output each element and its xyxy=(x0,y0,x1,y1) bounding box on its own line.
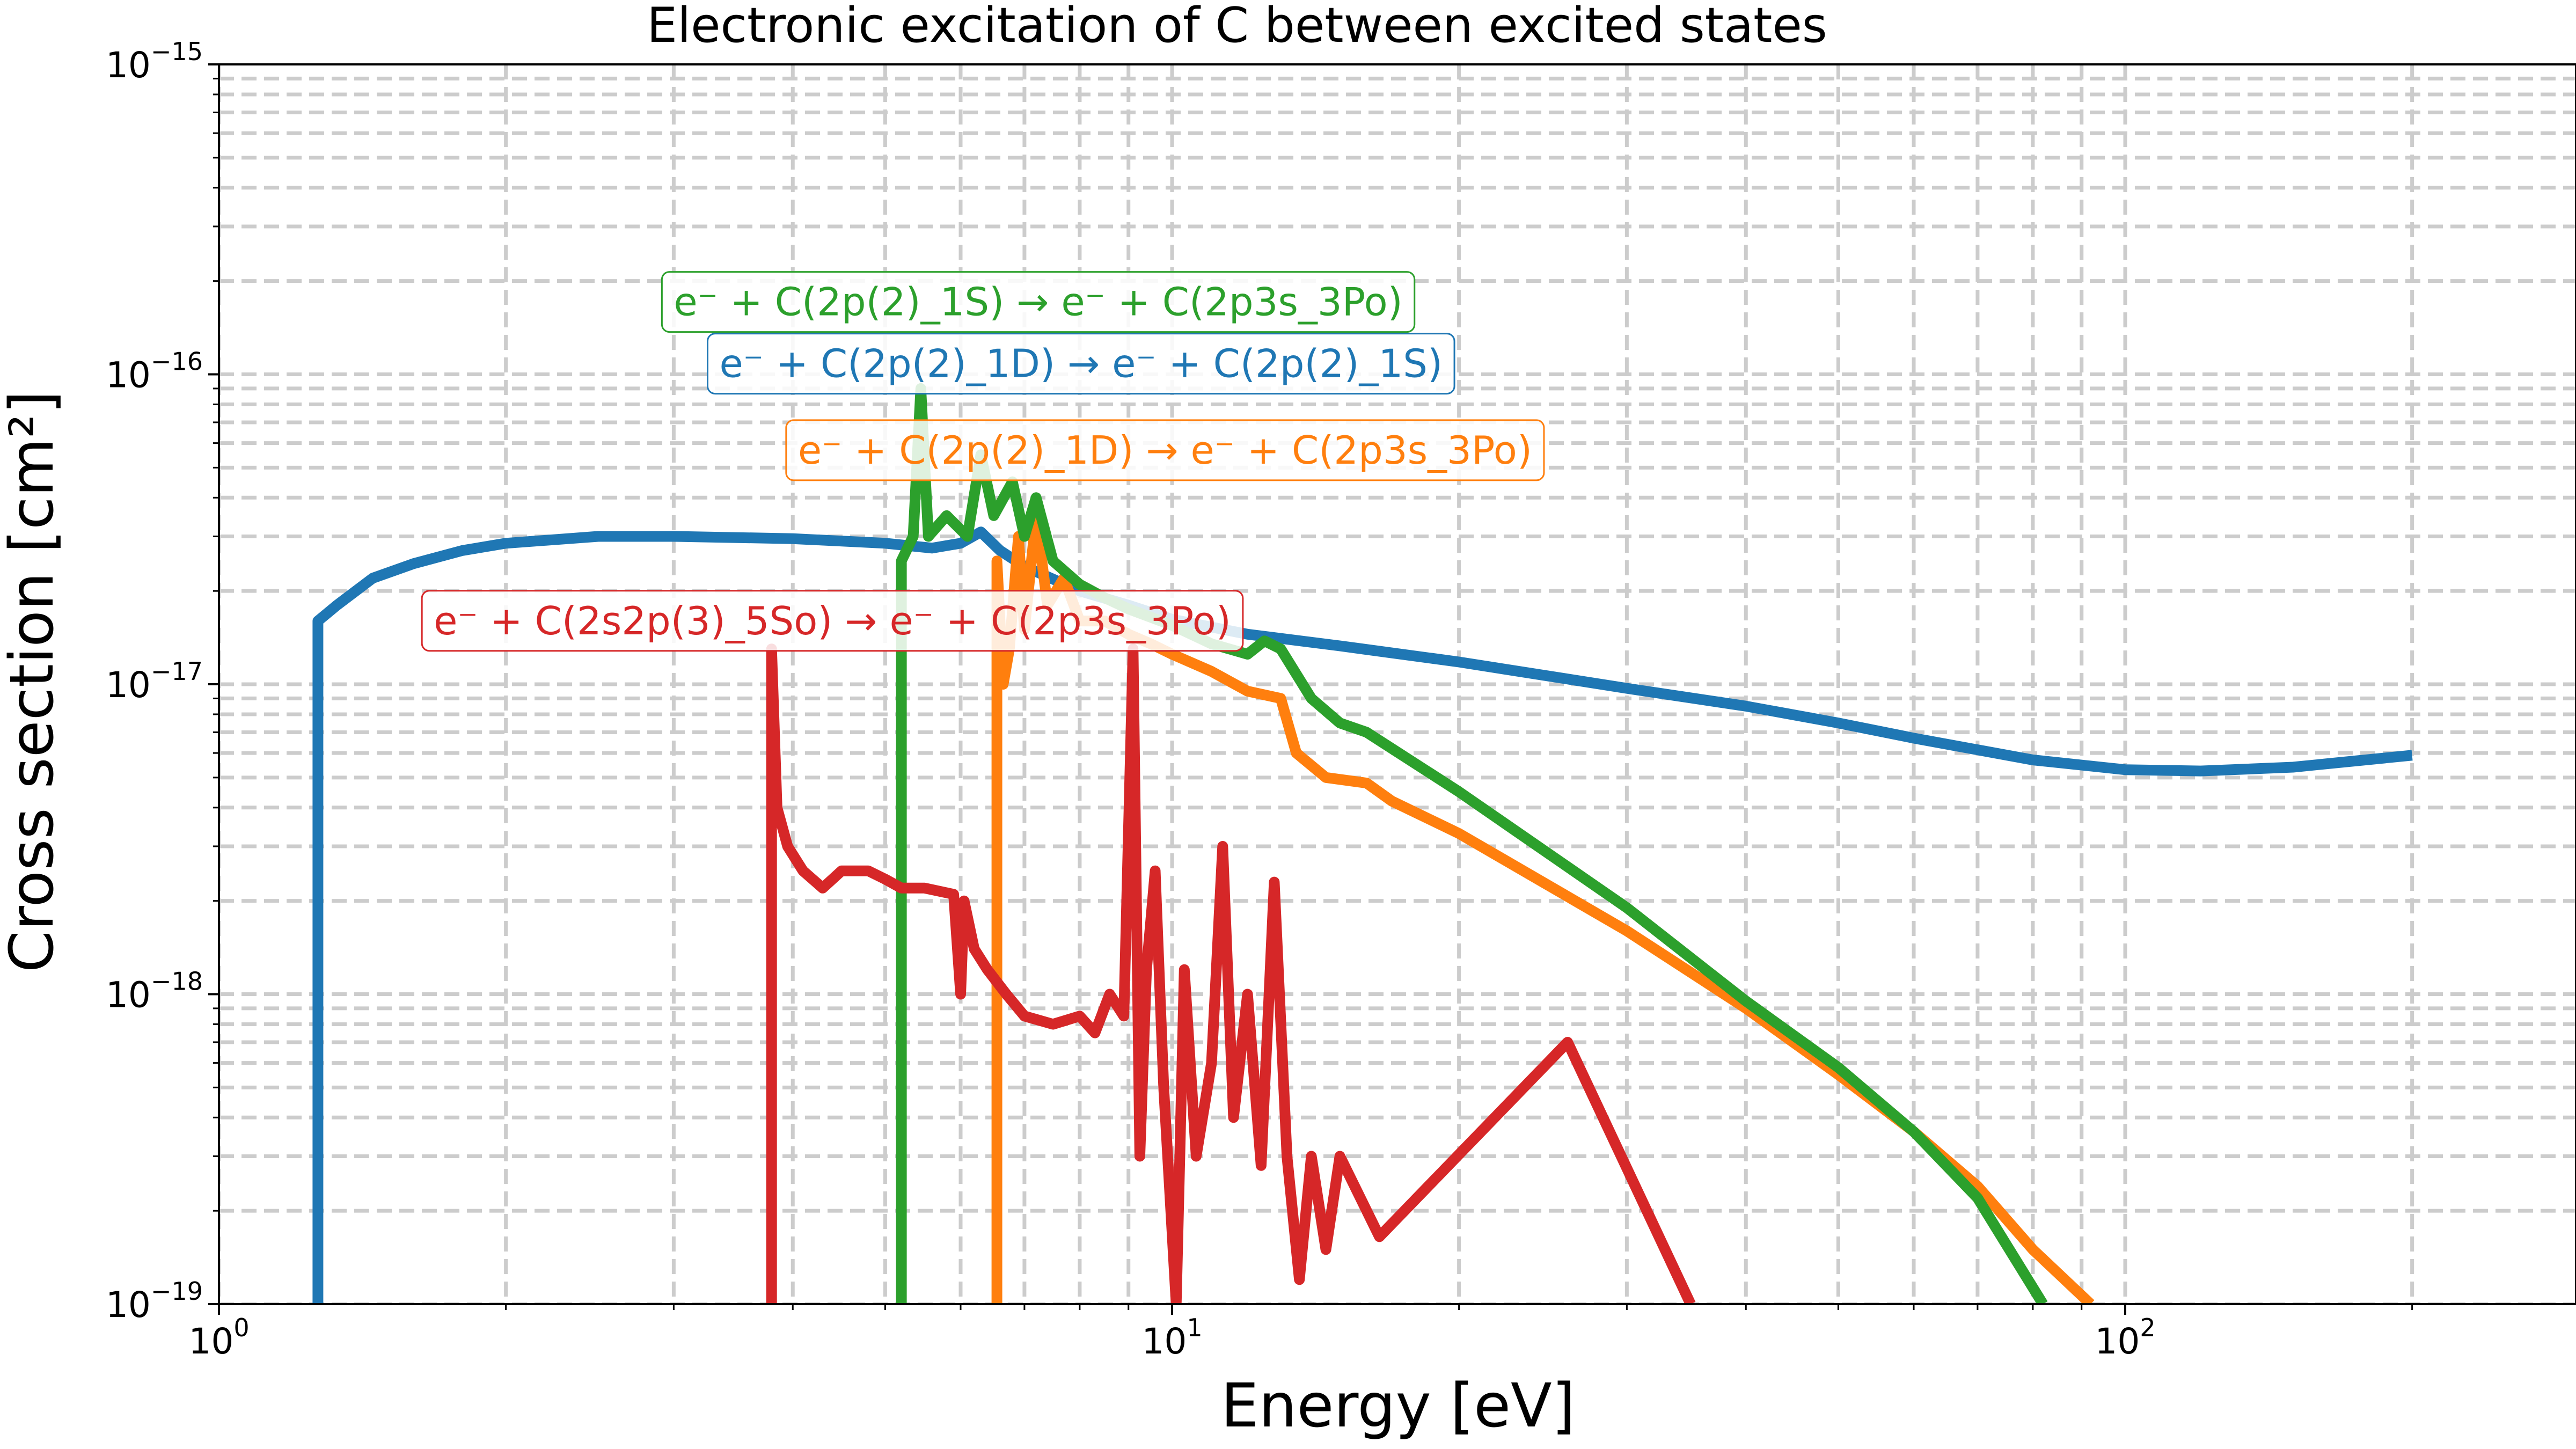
annotation-2: e⁻ + C(2p(2)_1D) → e⁻ + C(2p(2)_1S) xyxy=(706,333,1455,395)
y-tick-label: 10−17 xyxy=(106,657,203,706)
annotation-box xyxy=(661,271,1416,333)
annotation-box xyxy=(421,590,1244,652)
annotation-box xyxy=(706,333,1455,395)
annotation-text: e⁻ + C(2p(2)_1D) → e⁻ + C(2p(2)_1S) xyxy=(719,341,1443,386)
y-tick-label: 10−18 xyxy=(106,967,203,1016)
series-line-4 xyxy=(766,643,1696,1304)
chart-title: Electronic excitation of C between excit… xyxy=(647,0,1827,54)
annotation-box xyxy=(785,419,1545,481)
x-axis-label: Energy [eV] xyxy=(1221,1371,1576,1441)
x-tick-label: 102 xyxy=(2095,1313,2155,1362)
y-tick-label: 10−19 xyxy=(106,1277,203,1326)
y-tick-label: 10−16 xyxy=(106,347,203,396)
annotation-text: e⁻ + C(2s2p(3)_5So) → e⁻ + C(2p3s_3Po) xyxy=(434,598,1231,643)
annotation-1: e⁻ + C(2p(2)_1S) → e⁻ + C(2p3s_3Po) xyxy=(661,271,1416,333)
x-tick-label: 101 xyxy=(1141,1313,1202,1362)
y-axis-label: Cross section [cm²] xyxy=(0,391,67,973)
axis-ticks: 100 101 102 10−19 10−18 10−17 10−16 10−15 xyxy=(106,37,2413,1362)
y-tick-label: 10−15 xyxy=(106,37,203,86)
annotation-text: e⁻ + C(2p(2)_1D) → e⁻ + C(2p3s_3Po) xyxy=(798,428,1532,473)
annotations: e⁻ + C(2p(2)_1S) → e⁻ + C(2p3s_3Po) e⁻ + … xyxy=(421,271,1545,652)
annotation-3: e⁻ + C(2p(2)_1D) → e⁻ + C(2p3s_3Po) xyxy=(785,419,1545,481)
x-tick-label: 100 xyxy=(188,1313,249,1362)
annotation-4: e⁻ + C(2s2p(3)_5So) → e⁻ + C(2p3s_3Po) xyxy=(421,590,1244,652)
annotation-text: e⁻ + C(2p(2)_1S) → e⁻ + C(2p3s_3Po) xyxy=(674,280,1402,325)
